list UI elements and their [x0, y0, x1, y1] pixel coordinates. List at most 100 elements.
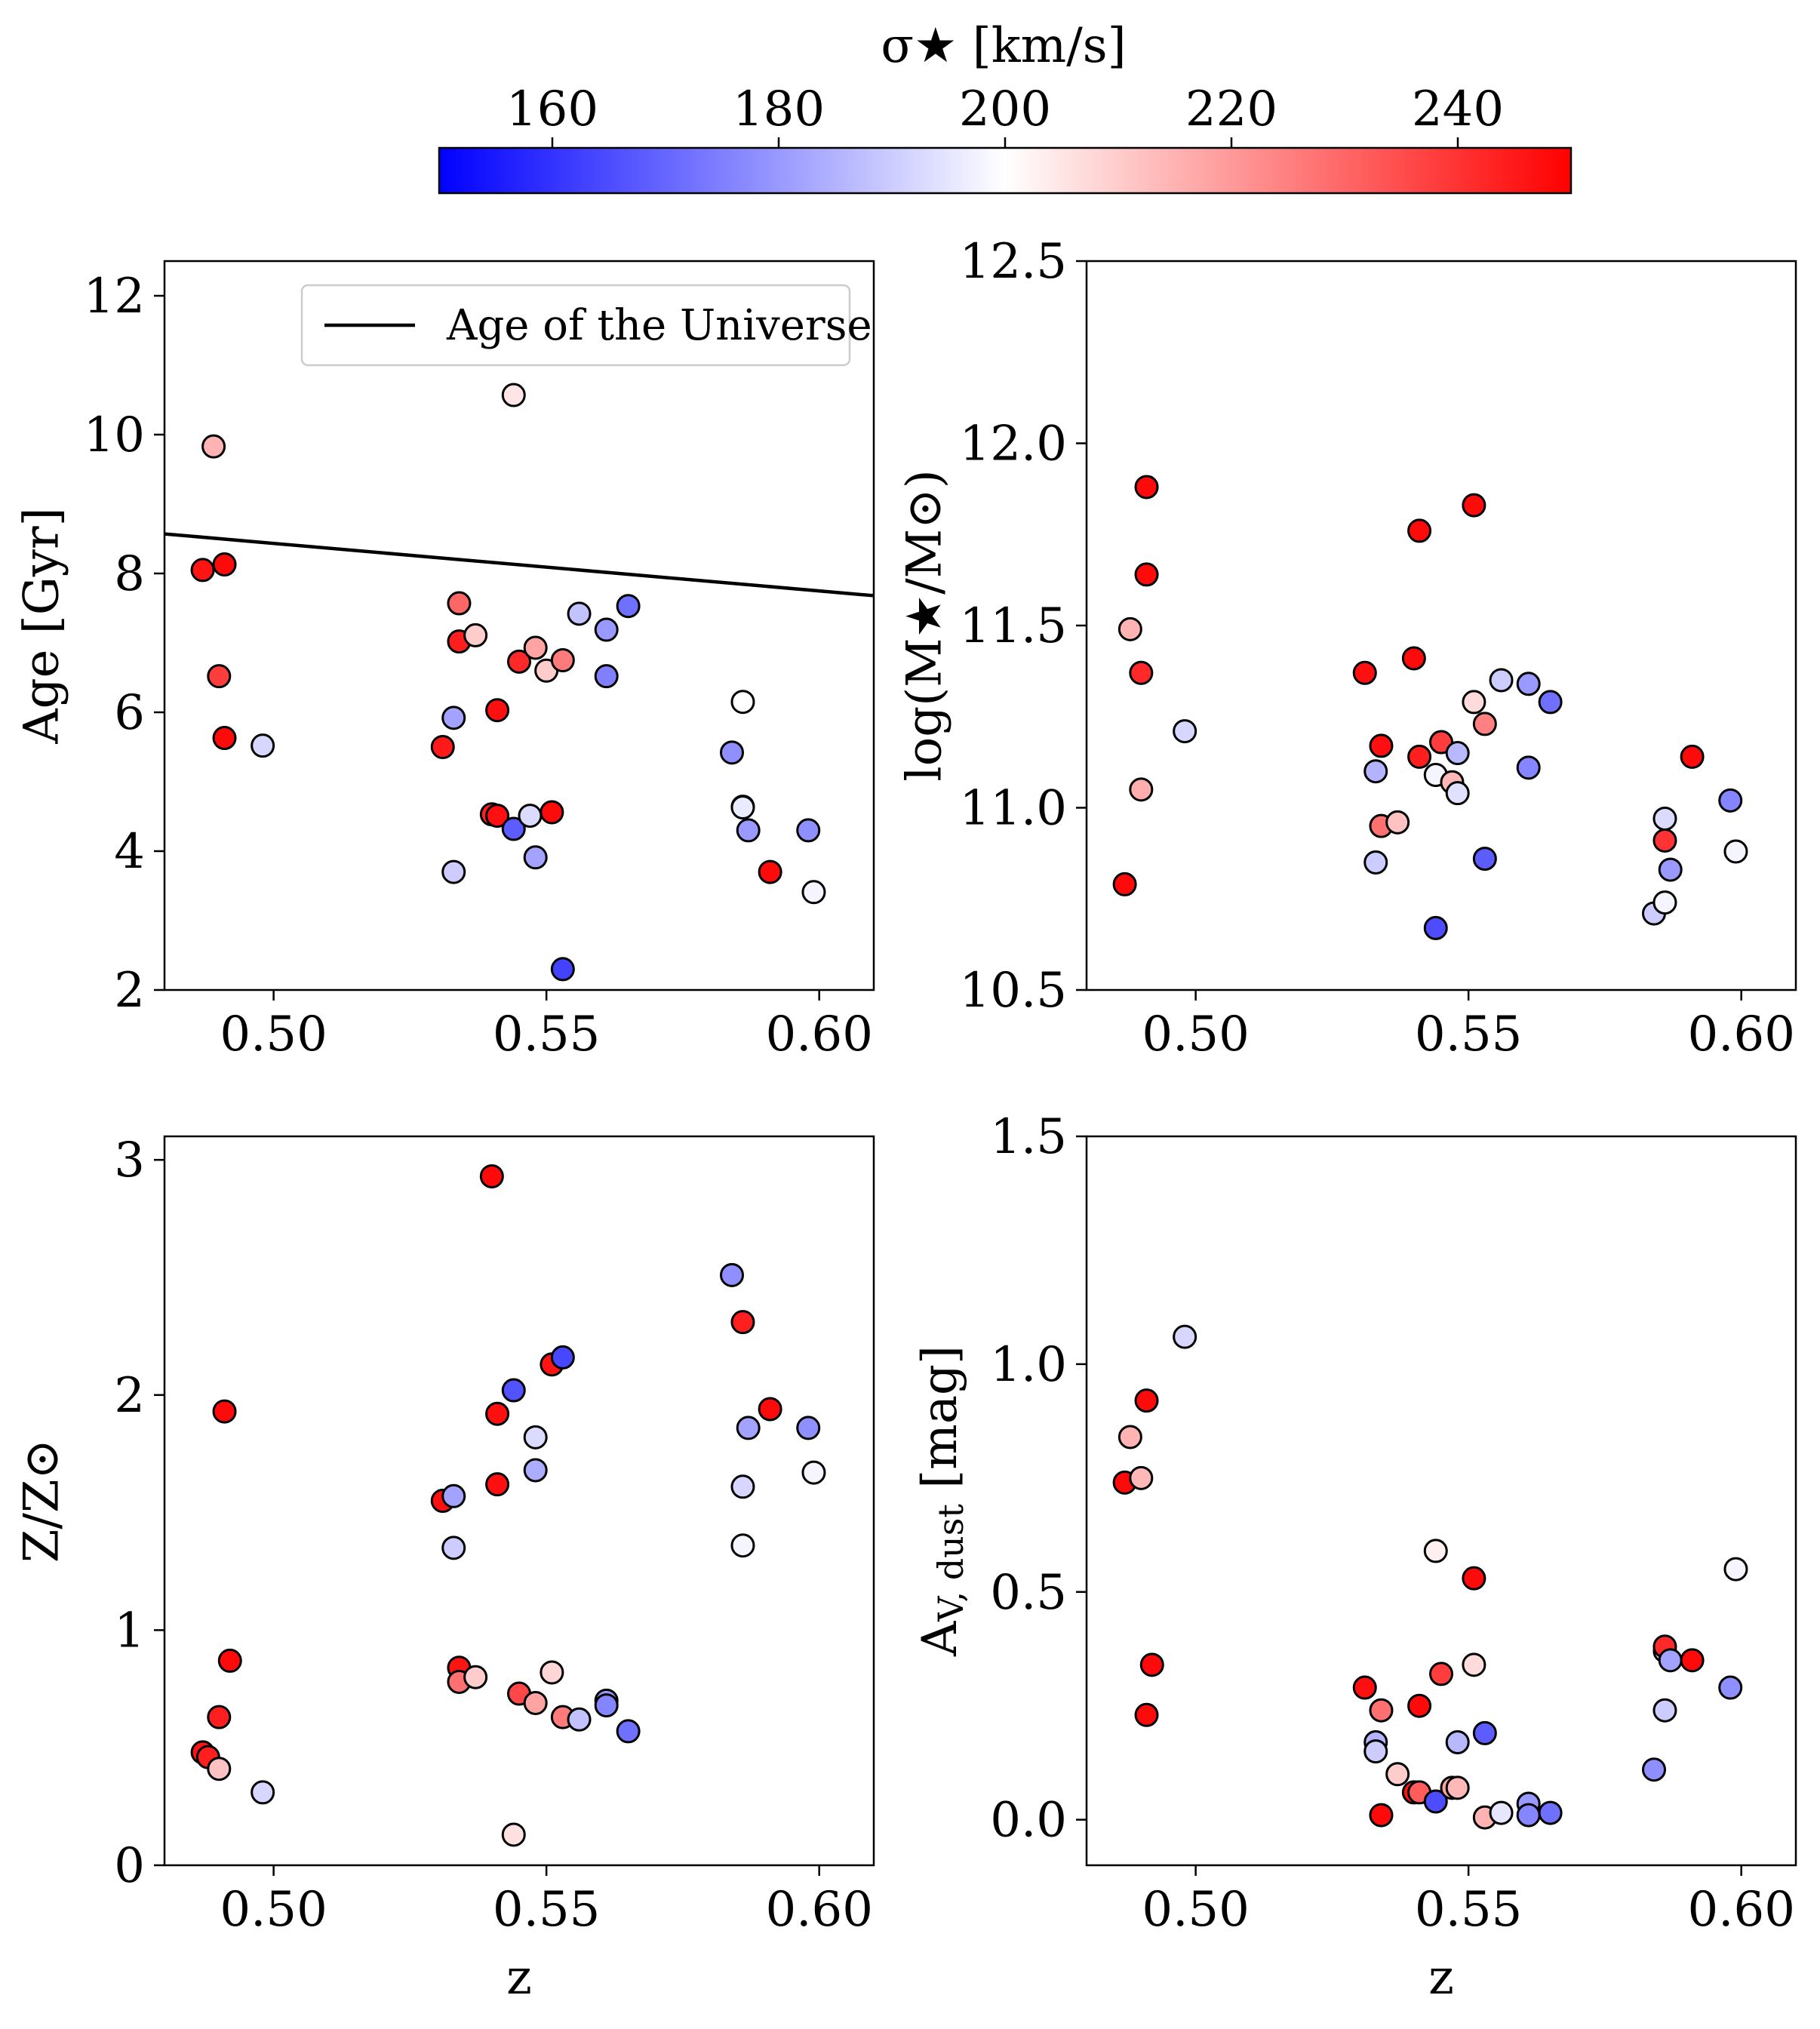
- data-point: [567, 601, 592, 626]
- data-point: [523, 1690, 548, 1715]
- data-point: [501, 816, 526, 841]
- data-point: [1134, 562, 1159, 587]
- data-point: [523, 1425, 548, 1450]
- colorbar-tick-label: 160: [506, 81, 598, 137]
- data-point: [1642, 1757, 1666, 1782]
- y-axis-label: AV, dust [mag]: [912, 1345, 972, 1657]
- data-point: [1134, 475, 1159, 500]
- data-point: [758, 859, 782, 884]
- y-tick-label: 0: [114, 1838, 145, 1894]
- colorbar-tick-label: 220: [1185, 81, 1277, 137]
- x-tick-label: 0.55: [493, 1882, 601, 1938]
- data-point: [730, 795, 755, 820]
- data-point: [1352, 660, 1377, 685]
- data-point: [1134, 1388, 1159, 1413]
- data-point: [523, 1458, 548, 1483]
- data-point: [463, 623, 488, 647]
- data-point: [1445, 1775, 1470, 1800]
- data-point: [796, 818, 821, 843]
- x-axis-label: z: [1428, 1950, 1454, 2006]
- data-point: [1118, 616, 1142, 641]
- data-point: [1445, 1729, 1470, 1754]
- data-point: [441, 706, 466, 730]
- data-point: [501, 383, 526, 407]
- data-point: [523, 845, 548, 870]
- data-point: [736, 818, 761, 843]
- data-point: [1652, 828, 1677, 853]
- data-point: [1680, 1648, 1705, 1673]
- data-point: [1472, 712, 1497, 736]
- data-point: [207, 1705, 232, 1729]
- data-point: [616, 594, 641, 619]
- data-point: [1112, 872, 1137, 896]
- data-point: [1516, 755, 1541, 780]
- dust-panel: 0.50 0.55 0.60 0.0 0.5 1.0 1.5 AV, dust [mag] z: [912, 1109, 1797, 2006]
- data-point: [1423, 1539, 1448, 1563]
- data-point: [796, 1416, 821, 1440]
- data-point: [1462, 1566, 1486, 1591]
- data-point: [1385, 810, 1410, 835]
- x-tick-label: 0.55: [493, 1007, 601, 1062]
- plot-area: [1112, 1324, 1748, 1830]
- x-axis-label: z: [506, 1950, 532, 2006]
- data-point: [518, 804, 543, 829]
- data-point: [251, 733, 275, 758]
- data-point: [567, 1707, 592, 1732]
- data-point: [736, 1416, 761, 1440]
- colorbar-title: σ★ [km/s]: [881, 18, 1126, 74]
- y-tick-label: 6: [114, 685, 145, 741]
- y-axis-label: log(M★/M⊙): [897, 469, 953, 782]
- data-point: [1652, 806, 1677, 831]
- data-point: [1472, 847, 1497, 872]
- y-tick-label: 2: [114, 963, 145, 1019]
- colorbar-gradient: [438, 146, 1573, 195]
- colorbar-tick-label: 200: [959, 81, 1051, 137]
- data-point: [1423, 915, 1448, 940]
- x-tick-label: 0.55: [1415, 1007, 1523, 1062]
- x-tick-label: 0.60: [1687, 1007, 1795, 1062]
- data-point: [730, 1310, 755, 1335]
- data-point: [550, 957, 575, 982]
- y-tick-label: 8: [114, 546, 145, 602]
- data-point: [479, 1164, 504, 1188]
- colorbar: σ★ [km/s] 160 180 200 220 240: [438, 18, 1573, 195]
- axes-frame: [163, 260, 875, 991]
- x-tick-label: 0.50: [220, 1007, 327, 1062]
- data-point: [1445, 781, 1470, 806]
- y-tick-label: 12: [84, 269, 145, 324]
- data-point: [212, 726, 237, 751]
- data-point: [1472, 1720, 1497, 1745]
- data-point: [1363, 759, 1388, 784]
- x-tick-label: 0.50: [1142, 1882, 1250, 1938]
- y-tick-label: 0.0: [990, 1793, 1067, 1849]
- data-point: [1516, 1803, 1541, 1828]
- y-tick-label: 4: [114, 824, 145, 880]
- data-point: [441, 1536, 466, 1560]
- data-point: [485, 698, 510, 723]
- data-point: [1129, 1465, 1154, 1490]
- data-point: [1538, 1800, 1563, 1825]
- metallicity-panel: 0.50 0.55 0.60 0 1 2 3 Z/Z⊙ z: [14, 1133, 875, 2006]
- data-point: [501, 1378, 526, 1403]
- data-point: [1129, 660, 1154, 685]
- data-point: [1352, 1675, 1377, 1700]
- data-point: [720, 740, 744, 765]
- data-point: [441, 1483, 466, 1508]
- age-panel: 0.50 0.55 0.60 2 4 6 8 10 12 Age [Gyr] Age of the …: [14, 260, 875, 1062]
- y-tick-label: 12.5: [960, 234, 1068, 290]
- plot-area: [1112, 475, 1748, 940]
- data-point: [1445, 741, 1470, 766]
- data-point: [1652, 890, 1677, 915]
- data-point: [1385, 1762, 1410, 1787]
- data-point: [1723, 839, 1748, 864]
- data-point: [507, 649, 531, 674]
- plot-area: [164, 383, 874, 982]
- y-tick-label: 1: [114, 1603, 145, 1659]
- data-point: [207, 1757, 232, 1782]
- axes-frame: [163, 1135, 875, 1867]
- y-tick-label: 3: [114, 1133, 145, 1188]
- age-of-universe-line: [164, 532, 874, 598]
- data-point: [1173, 1324, 1197, 1349]
- x-tick-label: 0.60: [1687, 1882, 1795, 1938]
